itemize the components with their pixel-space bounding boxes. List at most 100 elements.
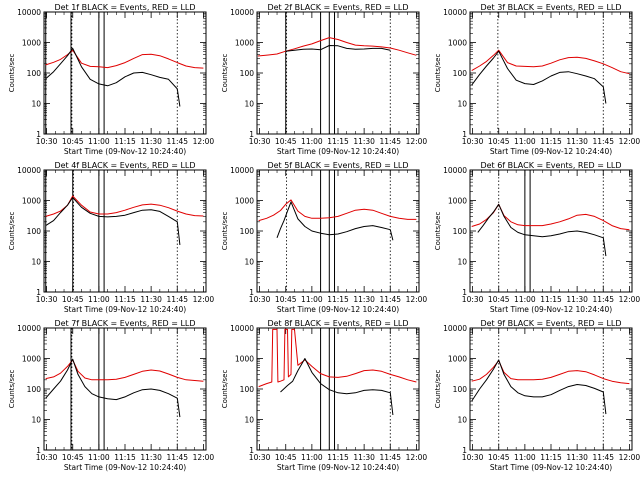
x-axis-label: Start Time (09-Nov-12 10:24:40) — [277, 463, 399, 472]
y-tick-label: 10000 — [230, 324, 254, 333]
y-tick-label: 10000 — [17, 324, 41, 333]
x-tick-label: 11:45 — [379, 295, 401, 304]
x-tick-label: 10:30 — [462, 137, 484, 146]
y-tick-label: 10 — [457, 258, 467, 267]
y-axis-label: Counts/sec — [221, 370, 229, 409]
x-tick-label: 10:30 — [249, 453, 271, 462]
x-tick-label: 11:00 — [88, 295, 110, 304]
y-tick-label: 10000 — [443, 324, 467, 333]
panel-title: Det 3f BLACK = Events, RED = LLD — [480, 3, 621, 12]
x-tick-label: 10:45 — [488, 137, 510, 146]
x-tick-label: 11:15 — [540, 137, 562, 146]
x-tick-label: 11:00 — [301, 137, 323, 146]
x-axis-label: Start Time (09-Nov-12 10:24:40) — [64, 305, 186, 314]
y-tick-label: 10000 — [17, 8, 41, 17]
x-tick-label: 11:45 — [166, 137, 188, 146]
x-tick-label: 11:15 — [114, 137, 136, 146]
x-tick-label: 11:15 — [540, 295, 562, 304]
y-tick-label: 10 — [457, 100, 467, 109]
panel-title: Det 1f BLACK = Events, RED = LLD — [54, 3, 195, 12]
panel-title: Det 7f BLACK = Events, RED = LLD — [54, 319, 195, 328]
y-tick-label: 100 — [240, 385, 255, 394]
y-axis-label: Counts/sec — [221, 54, 229, 93]
x-tick-label: 11:45 — [166, 453, 188, 462]
y-axis-label: Counts/sec — [434, 54, 442, 93]
panel-title: Det 5f BLACK = Events, RED = LLD — [267, 161, 408, 170]
x-axis-label: Start Time (09-Nov-12 10:24:40) — [277, 147, 399, 156]
x-tick-label: 11:15 — [327, 137, 349, 146]
x-tick-label: 10:45 — [62, 137, 84, 146]
x-tick-label: 10:30 — [36, 137, 58, 146]
x-axis-label: Start Time (09-Nov-12 10:24:40) — [277, 305, 399, 314]
y-tick-label: 1000 — [235, 355, 254, 364]
x-tick-label: 12:00 — [619, 453, 640, 462]
y-tick-label: 100 — [453, 69, 468, 78]
x-tick-label: 11:45 — [379, 453, 401, 462]
y-tick-label: 10000 — [443, 166, 467, 175]
x-tick-label: 11:30 — [566, 453, 588, 462]
y-tick-label: 10000 — [230, 8, 254, 17]
x-tick-label: 11:00 — [88, 453, 110, 462]
x-tick-label: 11:30 — [353, 295, 375, 304]
x-tick-label: 10:45 — [275, 453, 297, 462]
panel-title: Det 9f BLACK = Events, RED = LLD — [480, 319, 621, 328]
x-axis-label: Start Time (09-Nov-12 10:24:40) — [490, 147, 612, 156]
x-tick-label: 10:30 — [462, 453, 484, 462]
x-tick-label: 11:00 — [514, 137, 536, 146]
x-tick-label: 11:30 — [353, 137, 375, 146]
x-tick-label: 10:30 — [249, 295, 271, 304]
x-tick-label: 12:00 — [193, 295, 215, 304]
y-axis-label: Counts/sec — [434, 370, 442, 409]
x-tick-label: 12:00 — [619, 295, 640, 304]
y-axis-label: Counts/sec — [8, 54, 16, 93]
x-tick-label: 11:30 — [140, 137, 162, 146]
y-tick-label: 10 — [244, 100, 254, 109]
x-tick-label: 10:30 — [36, 453, 58, 462]
x-tick-label: 11:45 — [379, 137, 401, 146]
x-tick-label: 10:45 — [62, 295, 84, 304]
x-tick-label: 11:15 — [114, 295, 136, 304]
y-tick-label: 100 — [453, 385, 468, 394]
y-tick-label: 10 — [31, 416, 41, 425]
y-tick-label: 1000 — [448, 355, 467, 364]
panel-title: Det 2f BLACK = Events, RED = LLD — [267, 3, 408, 12]
x-tick-label: 12:00 — [619, 137, 640, 146]
y-tick-label: 1000 — [235, 39, 254, 48]
x-tick-label: 11:15 — [327, 453, 349, 462]
x-tick-label: 11:15 — [540, 453, 562, 462]
panel-title: Det 8f BLACK = Events, RED = LLD — [267, 319, 408, 328]
x-tick-label: 12:00 — [406, 453, 428, 462]
x-tick-label: 11:00 — [88, 137, 110, 146]
x-tick-label: 11:15 — [327, 295, 349, 304]
y-tick-label: 10 — [457, 416, 467, 425]
x-tick-label: 10:45 — [488, 295, 510, 304]
y-axis-label: Counts/sec — [8, 212, 16, 251]
x-tick-label: 10:45 — [488, 453, 510, 462]
panel-title: Det 4f BLACK = Events, RED = LLD — [54, 161, 195, 170]
x-tick-label: 12:00 — [193, 453, 215, 462]
x-tick-label: 10:30 — [249, 137, 271, 146]
y-tick-label: 100 — [27, 69, 42, 78]
x-tick-label: 11:30 — [566, 295, 588, 304]
x-tick-label: 10:45 — [62, 453, 84, 462]
x-tick-label: 11:45 — [592, 453, 614, 462]
x-tick-label: 12:00 — [406, 295, 428, 304]
x-tick-label: 11:45 — [592, 137, 614, 146]
x-tick-label: 11:45 — [592, 295, 614, 304]
x-tick-label: 11:00 — [514, 453, 536, 462]
y-tick-label: 100 — [27, 227, 42, 236]
y-axis-label: Counts/sec — [8, 370, 16, 409]
x-axis-label: Start Time (09-Nov-12 10:24:40) — [64, 147, 186, 156]
y-tick-label: 1000 — [448, 39, 467, 48]
x-tick-label: 11:30 — [566, 137, 588, 146]
x-tick-label: 11:30 — [140, 295, 162, 304]
y-axis-label: Counts/sec — [221, 212, 229, 251]
x-tick-label: 11:30 — [353, 453, 375, 462]
y-tick-label: 10 — [244, 416, 254, 425]
x-tick-label: 12:00 — [406, 137, 428, 146]
x-tick-label: 11:00 — [514, 295, 536, 304]
y-tick-label: 100 — [240, 227, 255, 236]
y-tick-label: 1000 — [448, 197, 467, 206]
